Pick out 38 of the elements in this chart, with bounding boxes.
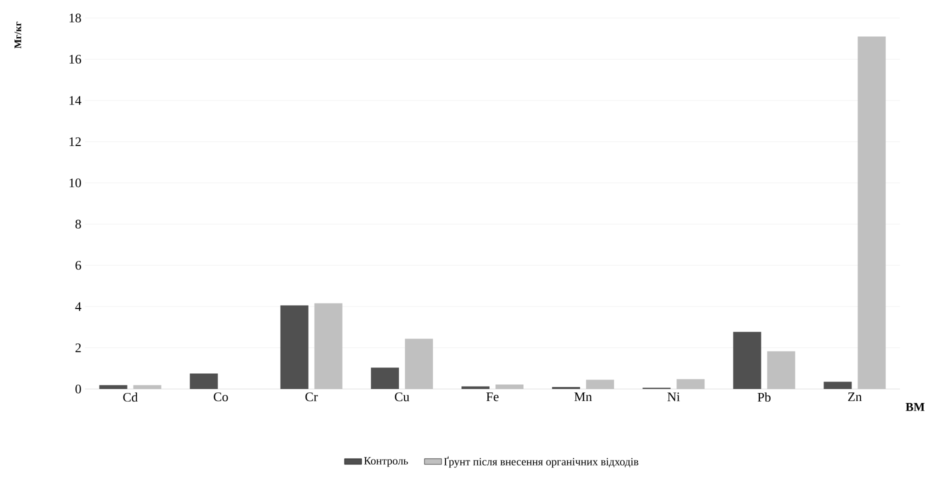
y-tick-label: 14 — [70, 96, 82, 105]
bar — [280, 305, 308, 389]
bar — [133, 385, 162, 389]
y-tick-label: 4 — [75, 302, 82, 311]
bar — [99, 385, 128, 389]
bar — [404, 338, 433, 389]
x-tick-label: Mn — [574, 392, 592, 402]
bar — [767, 351, 796, 389]
bar — [314, 303, 342, 389]
bar — [858, 36, 886, 389]
y-tick-label: 6 — [76, 260, 82, 270]
legend-label: Контроль — [364, 457, 408, 467]
x-tick-label: Co — [214, 392, 228, 402]
y-tick-label: 18 — [70, 14, 81, 22]
y-tick-label: 16 — [70, 54, 82, 64]
x-tick-label: Cr — [305, 392, 318, 402]
y-tick-label: 0 — [75, 384, 81, 394]
x-tick-label: Fe — [486, 392, 499, 402]
bar — [676, 379, 705, 389]
y-axis-title: Мг/кг — [14, 22, 22, 48]
y-tick-label: 10 — [70, 178, 81, 188]
legend-label: Ґрунт після внесення органічних відходів — [444, 456, 638, 468]
x-tick-label: Cu — [394, 392, 410, 402]
x-tick-label: Ni — [667, 392, 680, 402]
x-tick-label: Zn — [848, 392, 862, 402]
bar — [733, 332, 762, 389]
y-tick-label: 2 — [76, 343, 81, 352]
bar — [586, 380, 614, 389]
x-tick-label: Pb — [758, 392, 771, 402]
y-tick-label: 12 — [70, 137, 81, 146]
bar — [462, 386, 490, 389]
x-axis-title: ВМ — [906, 403, 925, 411]
bar — [190, 374, 218, 389]
bar — [370, 368, 399, 389]
x-tick-label: Cd — [123, 392, 138, 402]
y-tick-label: 8 — [75, 220, 81, 228]
bar — [824, 382, 852, 389]
bar — [496, 384, 524, 389]
